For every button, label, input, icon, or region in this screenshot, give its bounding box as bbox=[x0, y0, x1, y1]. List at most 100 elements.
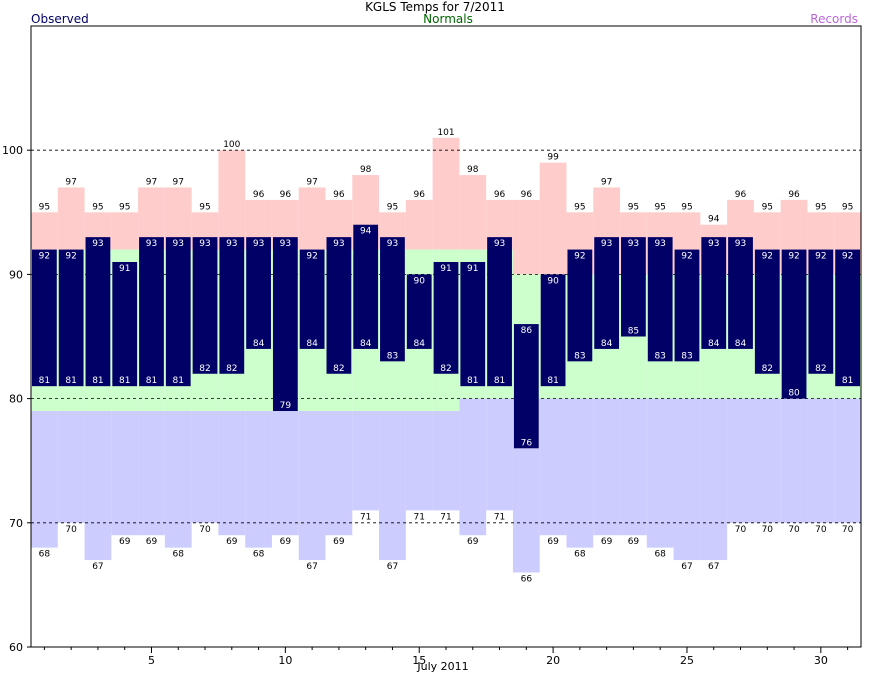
record-low-band bbox=[807, 398, 835, 523]
record-low-label: 67 bbox=[387, 562, 398, 572]
record-low-label: 67 bbox=[708, 562, 719, 572]
record-high-label: 98 bbox=[467, 165, 479, 175]
record-low-label: 69 bbox=[467, 537, 479, 547]
observed-high-label: 92 bbox=[788, 252, 799, 262]
observed-bar bbox=[32, 249, 57, 387]
observed-bar bbox=[299, 249, 325, 349]
observed-bar bbox=[380, 237, 405, 362]
record-high-label: 95 bbox=[387, 202, 398, 212]
record-low-label: 68 bbox=[654, 550, 666, 560]
record-low-band bbox=[57, 411, 85, 523]
observed-bar bbox=[192, 237, 218, 374]
legend-observed: Observed bbox=[31, 12, 89, 26]
record-low-label: 69 bbox=[226, 537, 238, 547]
observed-bar bbox=[621, 237, 646, 337]
record-low-label: 71 bbox=[440, 512, 451, 522]
chart-title: KGLS Temps for 7/2011 bbox=[365, 0, 505, 14]
observed-low-label: 82 bbox=[815, 364, 826, 374]
record-high-band bbox=[405, 199, 433, 250]
observed-bar bbox=[487, 237, 512, 387]
record-high-label: 97 bbox=[173, 177, 184, 187]
record-high-band bbox=[432, 137, 460, 250]
observed-low-label: 83 bbox=[574, 351, 585, 361]
record-high-label: 96 bbox=[788, 190, 800, 200]
observed-high-label: 93 bbox=[199, 239, 210, 249]
observed-low-label: 81 bbox=[547, 376, 558, 386]
observed-low-label: 84 bbox=[253, 339, 265, 349]
observed-high-label: 91 bbox=[119, 264, 130, 274]
record-high-band bbox=[57, 187, 85, 250]
record-low-band bbox=[539, 398, 567, 536]
record-high-band bbox=[298, 187, 326, 250]
observed-high-label: 93 bbox=[654, 239, 665, 249]
record-low-label: 69 bbox=[146, 537, 158, 547]
observed-high-label: 90 bbox=[547, 276, 559, 286]
record-high-label: 95 bbox=[199, 202, 210, 212]
observed-high-label: 91 bbox=[440, 264, 451, 274]
observed-bar bbox=[165, 237, 191, 387]
record-low-band bbox=[646, 398, 674, 548]
observed-bar bbox=[701, 237, 727, 349]
record-high-label: 95 bbox=[119, 202, 130, 212]
y-tick-label: 70 bbox=[9, 517, 23, 530]
observed-high-label: 93 bbox=[226, 239, 237, 249]
observed-low-label: 81 bbox=[92, 376, 103, 386]
record-low-label: 69 bbox=[628, 537, 640, 547]
record-low-band bbox=[486, 398, 513, 511]
legend-normals: Normals bbox=[423, 12, 473, 26]
observed-high-label: 93 bbox=[708, 239, 719, 249]
record-low-band bbox=[298, 411, 326, 561]
record-low-band bbox=[138, 411, 165, 536]
observed-bar bbox=[781, 249, 807, 399]
record-low-label: 69 bbox=[280, 537, 292, 547]
record-low-label: 68 bbox=[173, 550, 185, 560]
record-low-label: 70 bbox=[842, 525, 854, 535]
observed-high-label: 92 bbox=[306, 252, 317, 262]
record-low-label: 71 bbox=[360, 512, 371, 522]
observed-bar bbox=[728, 237, 753, 349]
record-low-band bbox=[111, 411, 139, 536]
record-low-label: 68 bbox=[574, 550, 586, 560]
observed-bar bbox=[406, 274, 432, 349]
observed-high-label: 93 bbox=[92, 239, 103, 249]
observed-high-label: 93 bbox=[280, 239, 291, 249]
y-tick-label: 90 bbox=[9, 268, 23, 281]
record-low-band bbox=[700, 398, 728, 561]
observed-high-label: 90 bbox=[413, 276, 425, 286]
record-low-label: 69 bbox=[119, 537, 131, 547]
observed-bar bbox=[219, 237, 245, 374]
record-high-label: 95 bbox=[842, 202, 853, 212]
observed-high-label: 92 bbox=[65, 252, 76, 262]
record-high-label: 99 bbox=[547, 153, 559, 163]
y-tick-label: 80 bbox=[9, 393, 23, 406]
x-axis-label: July 2011 bbox=[417, 660, 469, 673]
record-high-label: 95 bbox=[39, 202, 50, 212]
observed-low-label: 84 bbox=[735, 339, 747, 349]
observed-bar bbox=[513, 324, 539, 449]
y-tick-label: 60 bbox=[9, 641, 23, 654]
record-high-label: 97 bbox=[65, 177, 76, 187]
observed-high-label: 93 bbox=[333, 239, 344, 249]
record-high-label: 95 bbox=[574, 202, 585, 212]
observed-low-label: 80 bbox=[788, 389, 800, 399]
x-tick-label: 15 bbox=[412, 654, 426, 667]
record-high-band bbox=[539, 162, 567, 275]
observed-bar bbox=[353, 224, 379, 349]
record-low-label: 66 bbox=[521, 574, 533, 584]
observed-high-label: 92 bbox=[762, 252, 773, 262]
observed-high-label: 92 bbox=[815, 252, 826, 262]
observed-low-label: 81 bbox=[467, 376, 478, 386]
observed-low-label: 84 bbox=[413, 339, 425, 349]
record-high-band bbox=[111, 212, 139, 250]
record-low-label: 67 bbox=[92, 562, 103, 572]
record-low-band bbox=[325, 411, 353, 536]
record-low-band bbox=[620, 398, 647, 536]
observed-high-label: 92 bbox=[39, 252, 50, 262]
record-high-label: 95 bbox=[92, 202, 103, 212]
observed-low-label: 81 bbox=[494, 376, 505, 386]
record-low-band bbox=[84, 411, 112, 561]
observed-bar bbox=[754, 249, 780, 374]
record-high-label: 94 bbox=[708, 215, 720, 225]
record-high-label: 98 bbox=[360, 165, 372, 175]
observed-bar bbox=[246, 237, 271, 349]
